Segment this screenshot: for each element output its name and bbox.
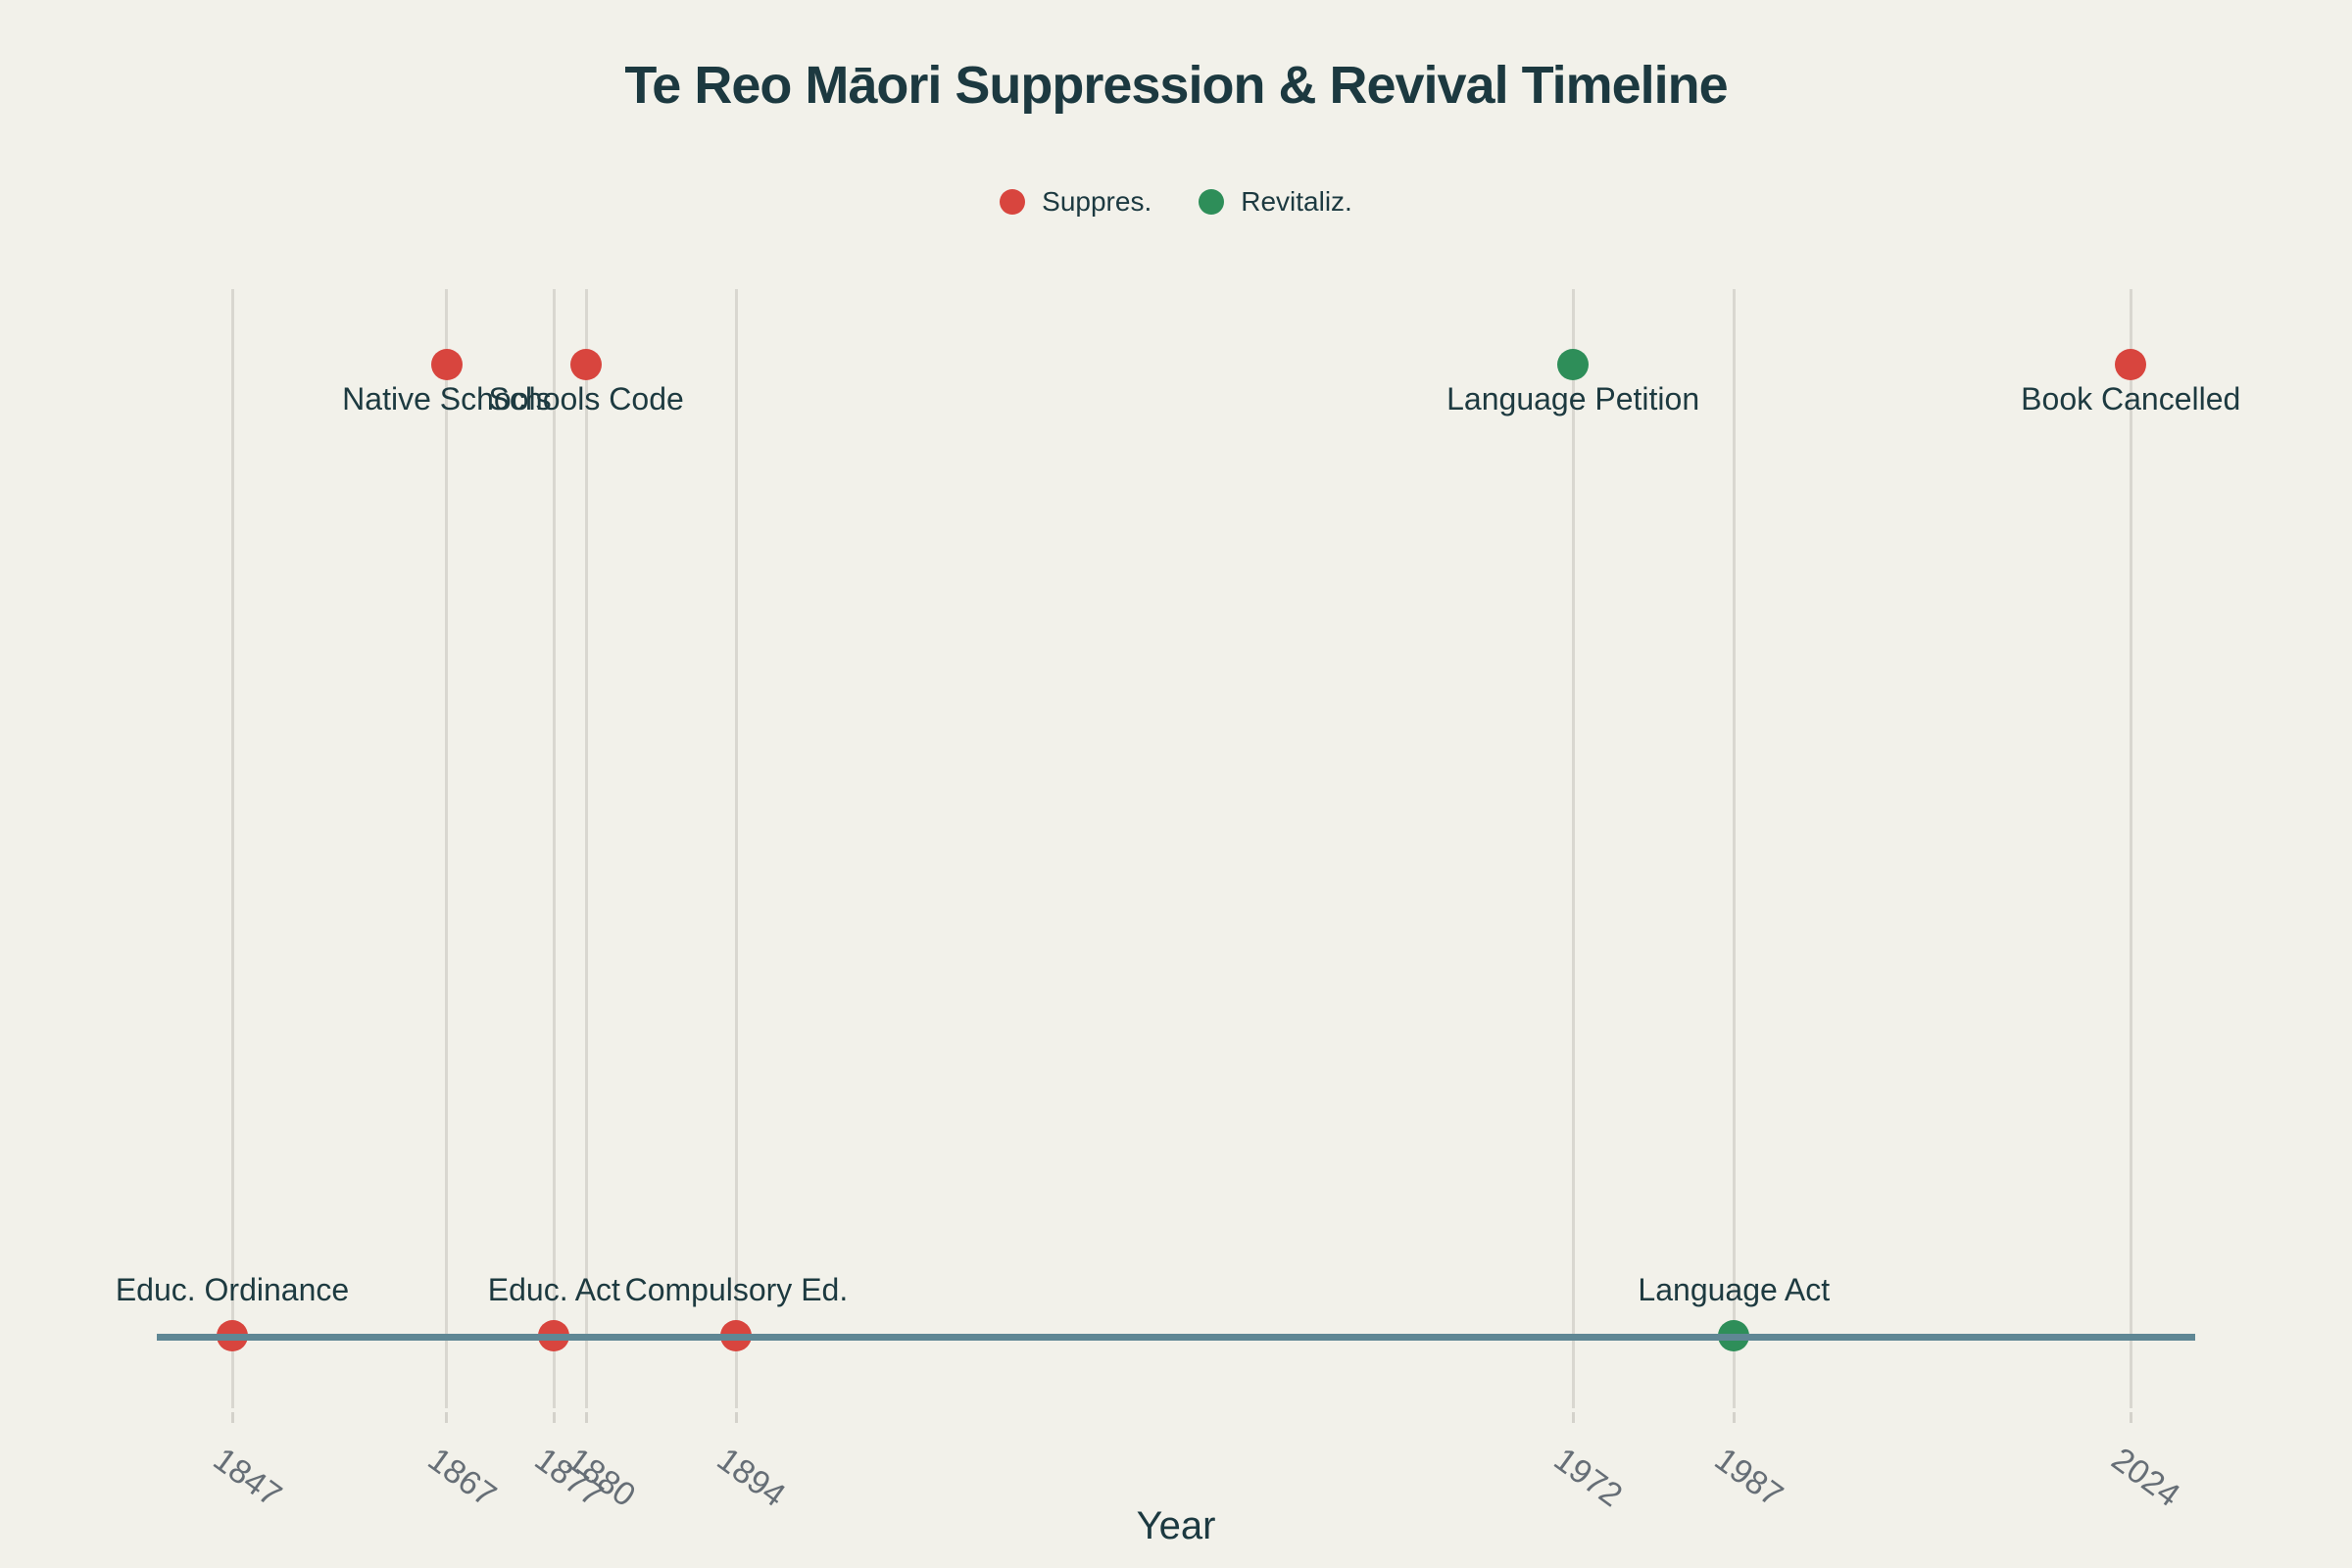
tick-mark-1877: [552, 1412, 556, 1423]
legend-item-revitalization[interactable]: Revitaliz.: [1199, 186, 1352, 218]
tick-mark-1972: [1571, 1412, 1575, 1423]
event-marker-2024[interactable]: [2115, 349, 2147, 380]
event-label-1880: Schools Code: [488, 381, 684, 416]
event-marker-1880[interactable]: [570, 349, 603, 380]
event-label-1867: Native Schools: [342, 381, 552, 416]
legend-item-suppression[interactable]: Suppres.: [1000, 186, 1152, 218]
legend-label-revitalization: Revitaliz.: [1241, 186, 1352, 217]
event-label-2024: Book Cancelled: [2021, 381, 2241, 416]
legend: Suppres. Revitaliz.: [0, 186, 2352, 218]
event-label-1987: Language Act: [1638, 1272, 1831, 1307]
tick-mark-1867: [445, 1412, 449, 1423]
event-marker-1867[interactable]: [430, 349, 463, 380]
tick-mark-2024: [2129, 1412, 2132, 1423]
event-label-1847: Educ. Ordinance: [115, 1272, 350, 1307]
event-marker-1972[interactable]: [1557, 349, 1590, 380]
revitalization-dot-icon: [1199, 189, 1225, 215]
legend-label-suppression: Suppres.: [1042, 186, 1152, 217]
x-axis-title: Year: [1136, 1504, 1216, 1547]
tick-mark-1880: [584, 1412, 588, 1423]
gridline-2024: [2129, 289, 2132, 1408]
event-label-1894: Compulsory Ed.: [624, 1272, 849, 1307]
timeline-baseline: [157, 1334, 2195, 1341]
gridline-1847: [230, 289, 234, 1408]
event-label-1972: Language Petition: [1446, 381, 1700, 416]
event-label-1877: Educ. Act: [487, 1272, 620, 1307]
suppression-dot-icon: [1000, 189, 1026, 215]
gridline-1867: [445, 289, 449, 1408]
gridline-1894: [734, 289, 738, 1408]
gridline-1987: [1732, 289, 1736, 1408]
tick-mark-1894: [734, 1412, 738, 1423]
tick-mark-1987: [1732, 1412, 1736, 1423]
gridline-1972: [1571, 289, 1575, 1408]
chart-title: Te Reo Māori Suppression & Revival Timel…: [624, 56, 1728, 115]
tick-mark-1847: [230, 1412, 234, 1423]
gridline-1877: [552, 289, 556, 1408]
gridline-1880: [584, 289, 588, 1408]
